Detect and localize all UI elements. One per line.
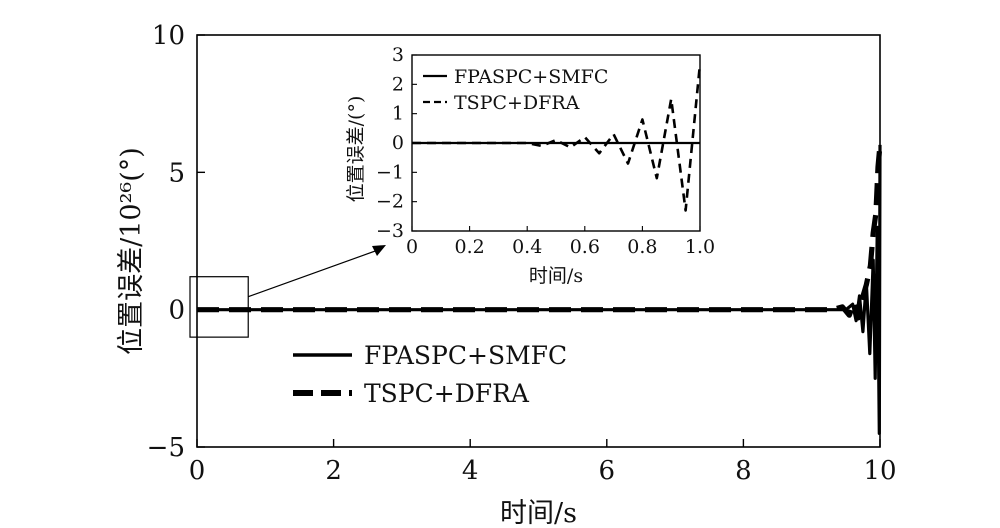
main-y-tick-label: 10: [152, 21, 185, 51]
inset-y-tick-label: −3: [376, 220, 404, 242]
main-chart: 0 2 4 6 8 10−50510时间/s位置误差/10²⁶(°)FPASPC+SMFC…: [116, 21, 897, 528]
main-y-tick-label: −5: [147, 433, 185, 463]
zoom-arrow-head: [372, 245, 386, 256]
inset-y-tick-label: −2: [376, 191, 404, 213]
main-x-tick-label: 10: [863, 456, 896, 486]
zoom-region-box: [189, 276, 249, 338]
main-x-axis-label: 时间/s: [500, 498, 577, 528]
inset-x-tick-label: 0.4: [512, 236, 542, 258]
inset-x-tick-label: 0.8: [627, 236, 657, 258]
inset-y-tick-label: 2: [392, 73, 404, 95]
inset-series-line-tspc-dfra: [412, 63, 702, 212]
main-y-axis-label: 位置误差/10²⁶(°): [116, 147, 147, 355]
main-x-tick-label: 4: [462, 456, 479, 486]
main-x-tick-label: 8: [735, 456, 752, 486]
inset-x-tick-label: 1.0: [685, 236, 715, 258]
inset-legend-label: TSPC+DFRA: [454, 92, 580, 114]
inset-y-axis-label: 位置误差/(°): [345, 96, 367, 203]
zoom-arrow-line: [248, 249, 379, 298]
inset-y-tick-label: 3: [392, 44, 404, 66]
inset-x-axis-label: 时间/s: [529, 265, 583, 287]
inset-y-tick-label: −1: [376, 161, 404, 183]
main-y-tick-label: 5: [168, 158, 185, 188]
main-x-tick-label: 6: [599, 456, 616, 486]
inset-legend-label: FPASPC+SMFC: [454, 66, 608, 88]
inset-x-tick-label: 0: [406, 236, 418, 258]
main-legend-label: FPASPC+SMFC: [364, 341, 567, 370]
main-y-tick-label: 0: [168, 296, 185, 326]
main-series-line-tspc-dfra: [197, 144, 883, 321]
main-legend-label: TSPC+DFRA: [364, 379, 530, 408]
inset-y-tick-label: 0: [392, 132, 404, 154]
main-x-tick-label: 0: [189, 456, 206, 486]
main-x-tick-label: 2: [325, 456, 342, 486]
inset-x-tick-label: 0.6: [570, 236, 600, 258]
inset-chart: 0 0.2 0.4 0.6 0.8 1.0 3 2 1 0 −1 −2 −3 时间/s 位置误差/(°) FP…: [345, 44, 715, 287]
inset-y-tick-label: 1: [392, 103, 404, 125]
inset-x-tick-label: 0.2: [454, 236, 484, 258]
